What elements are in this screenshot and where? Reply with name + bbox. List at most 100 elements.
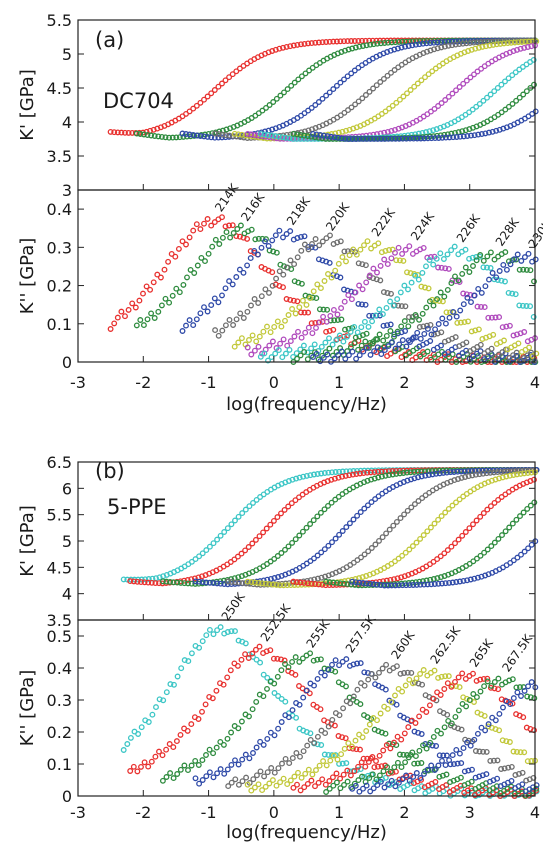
data-point	[509, 290, 516, 297]
data-point	[382, 774, 389, 781]
data-point	[191, 575, 198, 582]
data-point	[301, 233, 308, 240]
data-point	[399, 776, 406, 783]
data-point	[468, 46, 475, 53]
data-point	[500, 704, 506, 711]
data-point	[402, 303, 409, 310]
data-point	[460, 301, 467, 308]
data-point	[319, 776, 326, 783]
data-point	[496, 475, 503, 482]
data-point	[387, 298, 394, 305]
data-point	[333, 82, 340, 89]
data-point	[355, 777, 362, 784]
data-point	[290, 297, 297, 304]
data-point	[449, 502, 456, 509]
data-point	[181, 657, 188, 664]
data-point	[287, 257, 294, 264]
data-point	[307, 736, 314, 743]
data-point	[273, 782, 280, 789]
data-point	[354, 557, 361, 564]
data-point	[462, 264, 469, 271]
data-point	[294, 254, 301, 261]
data-point	[334, 756, 341, 763]
data-point	[365, 758, 372, 765]
data-point	[377, 262, 384, 269]
data-point	[318, 669, 325, 676]
data-point	[528, 43, 535, 50]
data-point	[152, 753, 159, 760]
data-point	[524, 693, 531, 700]
data-point	[244, 344, 251, 351]
data-point	[300, 748, 307, 755]
data-point	[517, 45, 524, 52]
data-point	[504, 40, 511, 47]
data-point	[487, 249, 494, 256]
data-point	[407, 87, 414, 93]
data-point	[446, 314, 453, 321]
data-point	[243, 774, 250, 781]
data-point	[319, 581, 326, 588]
data-point	[372, 541, 379, 548]
y-axis-title: K'' [GPa]	[17, 670, 38, 747]
data-point	[414, 468, 421, 475]
data-point	[336, 332, 343, 339]
data-point	[369, 37, 376, 44]
data-point	[332, 469, 339, 475]
data-point	[338, 348, 345, 355]
data-point	[252, 536, 259, 543]
data-point	[257, 130, 264, 137]
data-point	[402, 759, 409, 766]
data-point	[399, 582, 406, 589]
data-point	[173, 134, 180, 141]
data-point	[260, 671, 267, 678]
data-point	[495, 496, 502, 503]
data-point	[408, 476, 414, 483]
data-point	[478, 303, 485, 310]
data-point	[410, 135, 417, 142]
data-point	[307, 521, 314, 527]
data-point	[393, 701, 400, 708]
data-point	[285, 714, 292, 721]
data-point	[409, 680, 416, 687]
data-point	[377, 79, 384, 85]
data-point	[396, 341, 403, 348]
data-point	[319, 39, 326, 46]
data-point	[192, 556, 199, 563]
data-point	[526, 38, 533, 45]
data-point	[292, 536, 299, 543]
data-point	[455, 536, 462, 543]
data-point	[160, 697, 167, 704]
data-point	[278, 667, 285, 674]
data-point	[300, 135, 307, 142]
data-point	[295, 328, 301, 335]
data-point	[470, 670, 476, 677]
data-point	[426, 702, 433, 709]
temperature-label: 216K	[238, 190, 268, 224]
y-tick-label: 4.5	[47, 79, 72, 98]
data-point	[296, 474, 303, 481]
data-point	[519, 302, 526, 309]
data-point	[346, 252, 353, 259]
data-point	[426, 257, 433, 263]
data-point	[457, 774, 464, 781]
data-point	[264, 735, 271, 742]
data-point	[444, 547, 451, 554]
y-tick-label: 0.1	[47, 755, 72, 774]
data-point	[323, 762, 330, 769]
temperature-label: 222K	[369, 205, 399, 239]
data-point	[405, 323, 412, 330]
data-point	[402, 682, 409, 689]
data-point	[239, 580, 246, 587]
data-point	[521, 548, 528, 555]
data-point	[372, 674, 379, 681]
data-point	[294, 235, 301, 241]
data-point	[343, 127, 349, 134]
data-point	[373, 276, 380, 283]
data-point	[391, 331, 398, 338]
data-point	[403, 343, 410, 350]
data-point	[404, 507, 411, 514]
data-point	[232, 628, 238, 635]
data-point	[238, 335, 245, 342]
data-point	[376, 306, 383, 313]
data-point	[253, 772, 260, 779]
